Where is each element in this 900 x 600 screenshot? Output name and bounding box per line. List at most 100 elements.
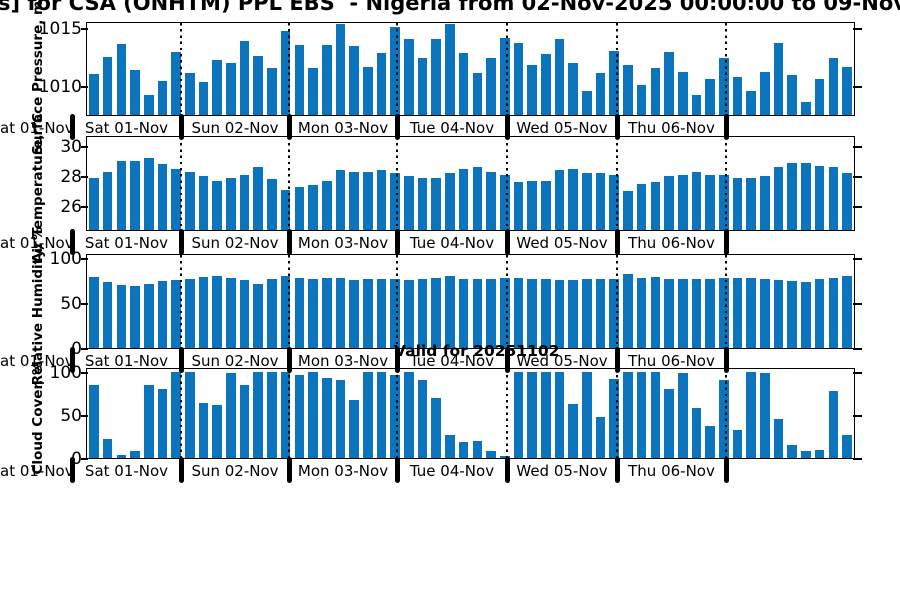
y-tick-label: 0: [71, 339, 82, 359]
bar: [801, 451, 811, 458]
panel-surface-pressure: [86, 22, 855, 116]
bar: [116, 44, 127, 115]
day-boundary-tick: [723, 457, 729, 483]
bar: [746, 277, 756, 348]
bar: [472, 167, 483, 230]
day-boundary-gridline: [396, 255, 399, 348]
day-label: Tue 04-Nov: [409, 462, 495, 480]
bar: [499, 174, 510, 230]
y-tick-mark-right: [853, 206, 862, 208]
day-boundary-gridline: [506, 255, 509, 348]
bar: [294, 186, 305, 230]
day-boundary-tick: [504, 229, 510, 255]
bar: [89, 74, 99, 115]
bar: [664, 278, 674, 348]
bar: [171, 168, 181, 230]
bar: [239, 40, 250, 115]
bar: [102, 282, 113, 348]
bar: [226, 373, 236, 458]
bar: [335, 170, 346, 230]
y-tick-label: 1010: [38, 76, 82, 97]
bar: [568, 280, 578, 348]
bar: [568, 404, 578, 458]
bar: [842, 173, 852, 230]
bar: [664, 52, 674, 115]
bar: [582, 279, 592, 348]
bar: [595, 173, 606, 230]
y-tick-mark-left: [81, 257, 88, 260]
day-boundary-gridline: [396, 369, 399, 458]
day-boundary-tick: [286, 229, 292, 255]
bar: [705, 426, 715, 458]
panel-relative-humidity: [86, 254, 855, 349]
bar: [595, 416, 606, 458]
day-label: Sun 02-Nov: [191, 119, 279, 137]
day-boundary-tick: [69, 114, 75, 140]
y-tick-mark-right: [853, 348, 862, 350]
bar: [513, 182, 524, 230]
bar: [390, 279, 400, 348]
day-label: Tue 04-Nov: [409, 352, 495, 370]
day-boundary-gridline: [725, 137, 728, 230]
day-boundary-gridline: [506, 137, 509, 230]
bar: [308, 279, 318, 348]
bar: [253, 371, 264, 458]
bar: [636, 183, 647, 230]
bar: [308, 185, 318, 230]
bar: [828, 277, 839, 348]
bar: [691, 279, 702, 348]
bar: [842, 275, 852, 348]
day-label: Wed 05-Nov: [516, 352, 608, 370]
bar: [267, 371, 277, 458]
bar: [294, 375, 305, 458]
bar: [828, 390, 839, 458]
day-boundary-gridline: [288, 255, 291, 348]
y-tick-mark-left: [81, 27, 88, 30]
day-label: Sun 02-Nov: [191, 352, 279, 370]
bar: [349, 280, 359, 348]
day-boundary-tick: [69, 229, 75, 255]
day-label: Sat 01-Nov: [84, 352, 169, 370]
day-boundary-tick: [394, 114, 400, 140]
day-boundary-gridline: [616, 137, 619, 230]
bar: [89, 385, 99, 458]
bar: [677, 373, 688, 458]
bar: [718, 174, 729, 230]
bar: [404, 176, 414, 230]
bar: [171, 52, 181, 115]
bar: [472, 278, 483, 348]
bar: [308, 68, 318, 115]
day-label: Thu 06-Nov: [628, 462, 715, 480]
day-boundary-gridline: [725, 23, 728, 115]
bar: [130, 285, 140, 348]
day-boundary-gridline: [180, 255, 183, 348]
bar: [431, 397, 442, 458]
bar: [130, 451, 140, 458]
bar: [143, 158, 154, 230]
day-boundary-gridline: [616, 23, 619, 115]
day-boundary-tick: [394, 347, 400, 373]
bar: [554, 170, 565, 230]
bar: [116, 284, 127, 348]
bar: [185, 171, 195, 230]
bar: [499, 277, 510, 348]
bar: [431, 277, 442, 348]
day-label: Mon 03-Nov: [297, 119, 389, 137]
bar: [499, 38, 510, 115]
bar: [431, 39, 442, 115]
bar: [198, 176, 209, 230]
day-boundary-tick: [286, 347, 292, 373]
day-label: Wed 05-Nov: [516, 462, 608, 480]
bar: [718, 277, 729, 348]
bar: [185, 371, 195, 458]
bar: [554, 280, 565, 348]
bar: [486, 57, 496, 115]
bar: [527, 371, 537, 458]
bar: [787, 281, 798, 348]
bar: [363, 371, 373, 458]
bar: [787, 445, 798, 458]
day-label: Sat 01-Nov: [84, 462, 169, 480]
bar: [445, 434, 455, 458]
bar: [143, 283, 154, 348]
bar: [390, 173, 400, 230]
